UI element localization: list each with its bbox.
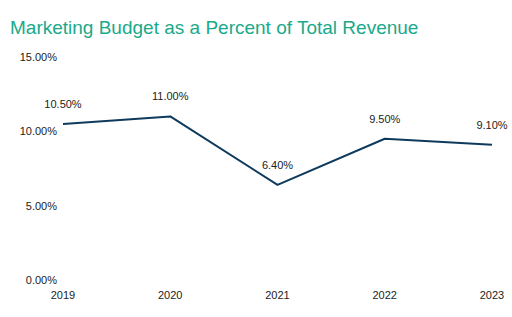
x-axis: 2019 2020 2021 2022 2023 bbox=[51, 289, 504, 301]
x-tick-label: 2022 bbox=[373, 289, 397, 301]
data-line bbox=[63, 116, 492, 184]
data-label: 10.50% bbox=[44, 98, 82, 110]
data-label: 9.10% bbox=[476, 119, 507, 131]
chart-container: Marketing Budget as a Percent of Total R… bbox=[0, 0, 512, 317]
y-tick-label: 0.00% bbox=[26, 274, 57, 286]
chart-title: Marketing Budget as a Percent of Total R… bbox=[10, 17, 418, 38]
plot-area bbox=[63, 116, 492, 184]
data-label: 11.00% bbox=[152, 90, 189, 102]
y-tick-label: 5.00% bbox=[26, 200, 57, 212]
x-tick-label: 2020 bbox=[158, 289, 182, 301]
data-label: 9.50% bbox=[369, 113, 400, 125]
x-tick-label: 2021 bbox=[265, 289, 289, 301]
x-tick-label: 2019 bbox=[51, 289, 75, 301]
data-label: 6.40% bbox=[262, 159, 293, 171]
x-tick-label: 2023 bbox=[480, 289, 504, 301]
chart-svg: Marketing Budget as a Percent of Total R… bbox=[0, 0, 512, 317]
y-axis: 0.00% 5.00% 10.00% 15.00% bbox=[20, 51, 58, 286]
y-tick-label: 15.00% bbox=[20, 51, 58, 63]
data-labels: 10.50% 11.00% 6.40% 9.50% 9.10% bbox=[44, 90, 507, 170]
y-tick-label: 10.00% bbox=[20, 125, 58, 137]
